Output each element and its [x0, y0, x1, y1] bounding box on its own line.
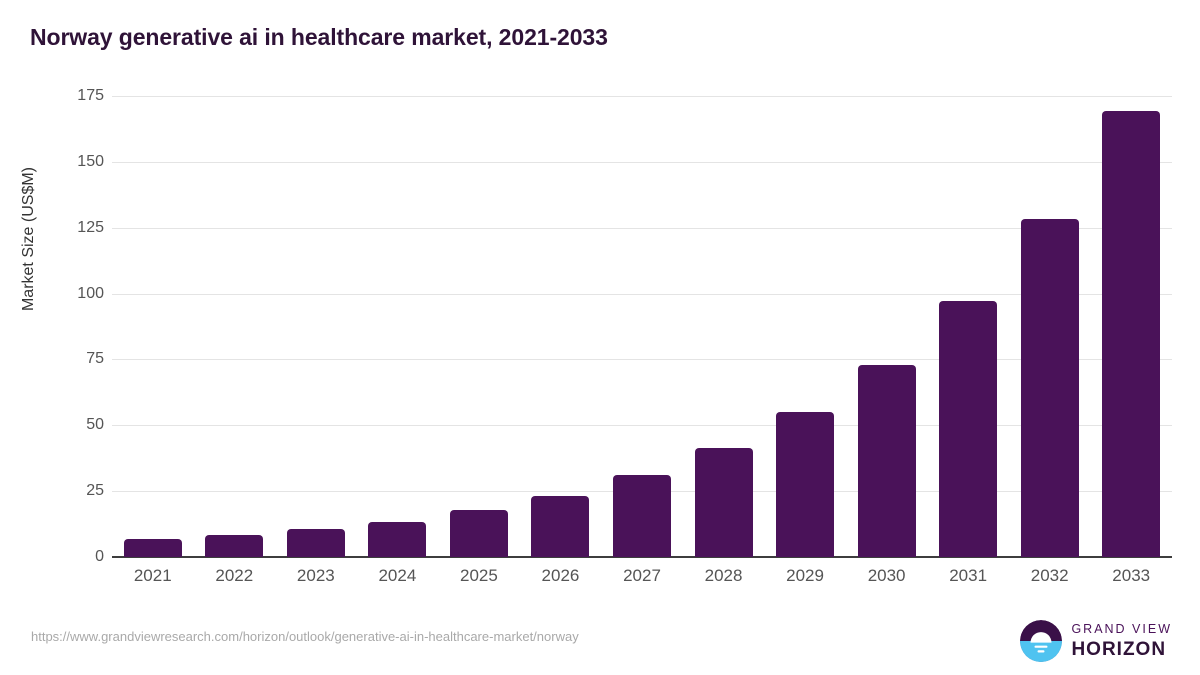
bar-slot: [1090, 96, 1172, 557]
bar[interactable]: [612, 475, 671, 557]
bar[interactable]: [531, 495, 590, 557]
x-tick-label: 2026: [541, 566, 580, 585]
bar-slot: [927, 96, 1009, 557]
bar-slot: [683, 96, 765, 557]
bar[interactable]: [1102, 111, 1161, 557]
bar[interactable]: [694, 448, 753, 557]
x-tick-label: 2029: [786, 566, 824, 585]
bar-slot: [112, 96, 194, 557]
x-tick-label: 2030: [867, 566, 906, 585]
x-tick-label: 2027: [623, 566, 661, 585]
y-tick-label: 25: [86, 482, 104, 500]
x-tick-label: 2022: [215, 566, 254, 585]
y-tick-label: 150: [77, 152, 104, 170]
bar-slot: [438, 96, 520, 557]
bar-slot: [764, 96, 846, 557]
bar-slot: [1009, 96, 1091, 557]
bar-slot: [520, 96, 602, 557]
y-tick-label: 50: [86, 416, 104, 434]
x-tick-label: 2033: [1112, 566, 1151, 585]
logo-text: GRAND VIEW HORIZON: [1071, 623, 1172, 659]
bar[interactable]: [776, 412, 835, 557]
x-tick-label: 2028: [704, 566, 743, 585]
bar-slot: [357, 96, 439, 557]
y-tick-label: 175: [77, 87, 104, 104]
page-title: Norway generative ai in healthcare marke…: [30, 24, 608, 50]
bar-slot: [846, 96, 928, 557]
y-axis-ticks: 0 25 50 75 100 125 150 175: [32, 87, 104, 565]
gridline: [112, 293, 1172, 295]
bar[interactable]: [857, 364, 916, 557]
y-tick-label: 125: [77, 218, 104, 236]
bar[interactable]: [1020, 218, 1079, 557]
gridline: [112, 425, 1172, 427]
x-tick-label: 2031: [949, 566, 988, 585]
source-url[interactable]: https://www.grandviewresearch.com/horizo…: [31, 629, 579, 644]
bar[interactable]: [286, 528, 345, 557]
bar[interactable]: [939, 300, 998, 557]
logo-text-bottom: HORIZON: [1071, 638, 1167, 660]
x-tick-label: 2024: [378, 566, 417, 585]
brand-logo[interactable]: GRAND VIEW HORIZON: [1020, 620, 1172, 662]
bar-slot: [601, 96, 683, 557]
gridline: [112, 359, 1172, 361]
y-tick-label: 0: [95, 548, 104, 565]
bar[interactable]: [368, 522, 427, 557]
gridline: [112, 227, 1172, 229]
horizon-logo-icon: [1020, 620, 1063, 662]
bar-slot: [275, 96, 357, 557]
y-tick-label: 75: [86, 350, 104, 368]
x-tick-label: 2023: [296, 566, 335, 585]
x-axis-labels: 2021 2022 2023 2024 2025 2026 2027 2028 2029 2030…: [112, 566, 1172, 596]
x-axis-line: [112, 556, 1172, 558]
gridline: [112, 161, 1172, 163]
bar-slot: [194, 96, 276, 557]
logo-text-top: GRAND VIEW: [1071, 622, 1172, 637]
x-tick-label: 2032: [1030, 566, 1069, 585]
y-tick-label: 100: [77, 284, 104, 302]
bar[interactable]: [123, 538, 182, 557]
gridline: [112, 96, 1172, 97]
x-tick-label: 2021: [133, 566, 172, 585]
bar[interactable]: [449, 510, 508, 557]
x-tick-label: 2025: [460, 566, 498, 585]
bar[interactable]: [205, 534, 264, 557]
bars-layer: [112, 96, 1172, 557]
